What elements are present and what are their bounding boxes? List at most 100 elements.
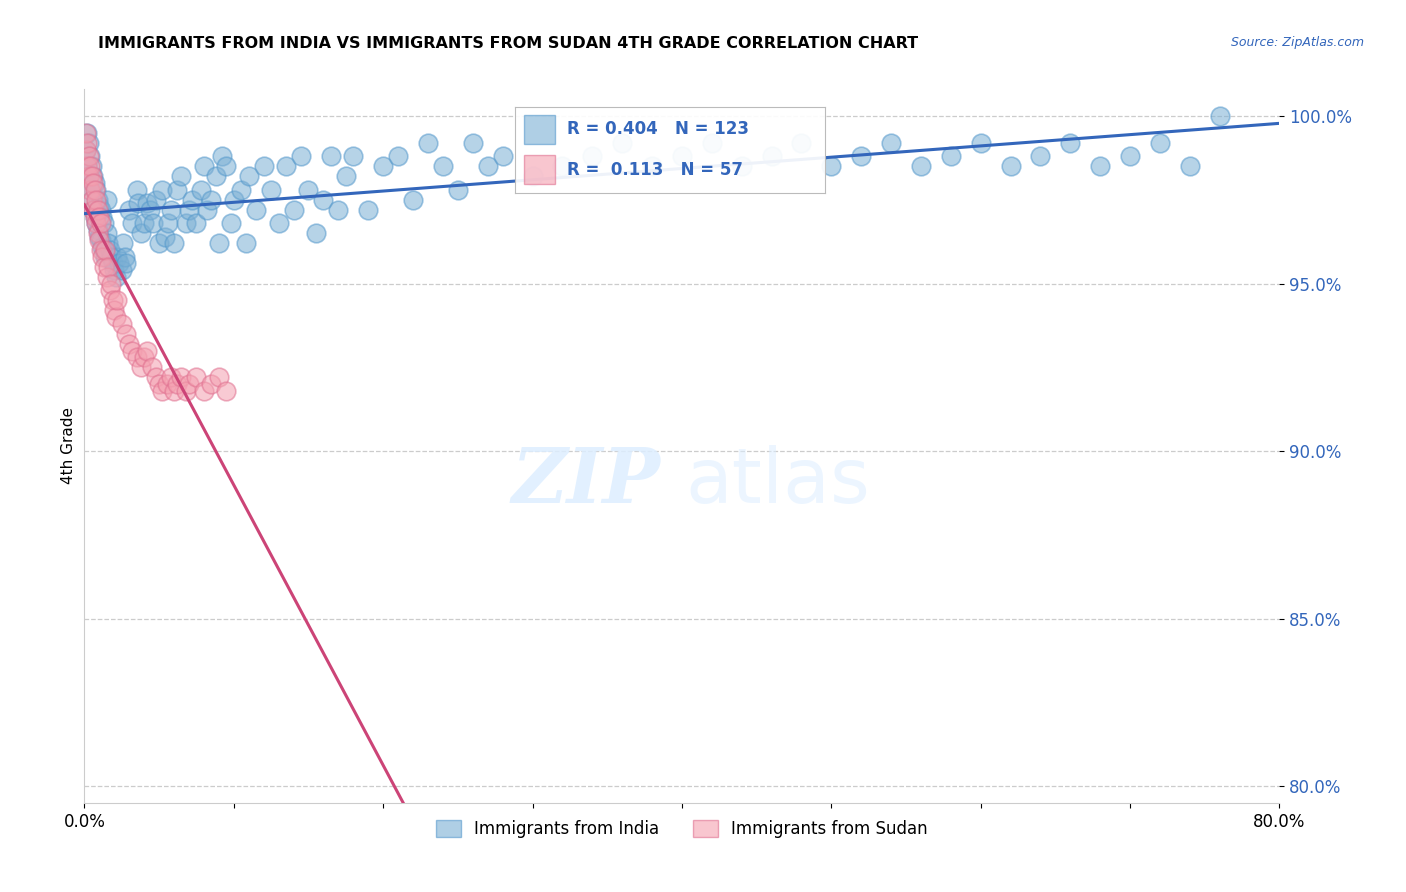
Point (90, 233, 112, 247)
Point (970, 136, 993, 150)
Point (139, 202, 162, 217)
Point (80, 169, 103, 184)
Point (700, 136, 723, 150)
Point (87, 202, 110, 217)
Point (132, 216, 156, 230)
Point (82, 169, 104, 184)
Point (79, 149, 101, 163)
Point (186, 370, 208, 384)
Point (83, 210, 105, 224)
Point (177, 377, 200, 392)
Point (290, 149, 312, 163)
Point (790, 136, 813, 150)
Point (163, 384, 186, 398)
Point (447, 183, 470, 197)
Point (89, 229, 111, 244)
Point (136, 343, 159, 358)
Point (77, 169, 100, 184)
Point (115, 326, 138, 341)
Point (75, 143, 97, 157)
Point (328, 202, 350, 217)
Point (208, 236, 231, 251)
Point (267, 216, 290, 230)
Point (141, 360, 163, 375)
Point (90, 243, 112, 257)
Point (87, 193, 110, 207)
Point (93, 216, 115, 230)
Point (132, 350, 156, 364)
Point (94, 243, 117, 257)
Point (319, 149, 342, 163)
Point (100, 250, 122, 264)
Point (83, 210, 105, 224)
Point (522, 169, 544, 184)
Point (121, 216, 143, 230)
Point (118, 202, 141, 217)
Point (297, 183, 319, 197)
Point (174, 216, 197, 230)
Point (1059, 136, 1081, 150)
Point (402, 193, 425, 207)
Point (193, 159, 215, 173)
Point (200, 377, 222, 392)
Point (211, 149, 233, 163)
Point (880, 136, 903, 150)
Point (82, 202, 104, 217)
Point (79, 183, 101, 197)
Point (112, 236, 135, 251)
Point (200, 193, 222, 207)
Point (82, 176, 104, 190)
Point (731, 159, 754, 173)
Point (86, 193, 108, 207)
Point (80, 159, 103, 173)
Point (77, 149, 100, 163)
Text: atlas: atlas (685, 445, 870, 518)
Point (76, 159, 98, 173)
Point (851, 149, 873, 163)
Point (90, 202, 112, 217)
Point (87, 223, 110, 237)
Point (87, 227, 110, 241)
Point (91, 210, 114, 224)
Point (145, 370, 167, 384)
Point (91, 250, 114, 264)
Point (492, 149, 515, 163)
Point (160, 370, 183, 384)
Point (305, 227, 328, 241)
Point (260, 183, 283, 197)
Point (253, 159, 276, 173)
Point (107, 256, 129, 270)
Point (142, 216, 165, 230)
Point (551, 159, 574, 173)
Point (477, 159, 499, 173)
Point (215, 384, 238, 398)
Point (1029, 149, 1052, 163)
Point (76, 159, 98, 173)
Point (105, 293, 128, 308)
Point (193, 384, 215, 398)
Point (160, 202, 183, 217)
Point (105, 250, 128, 264)
Point (75, 126, 97, 140)
Point (335, 169, 357, 184)
Point (86, 216, 108, 230)
Point (93, 260, 115, 274)
Point (208, 370, 231, 384)
Point (215, 159, 238, 173)
Point (79, 183, 101, 197)
Point (150, 183, 173, 197)
Point (125, 183, 148, 197)
Point (205, 169, 228, 184)
Point (153, 229, 176, 244)
Point (939, 149, 962, 163)
Point (195, 202, 218, 217)
Point (111, 263, 134, 277)
Point (80, 193, 103, 207)
Point (387, 149, 409, 163)
Point (761, 149, 783, 163)
Text: ZIP: ZIP (512, 445, 661, 518)
Point (231, 183, 253, 197)
Text: Source: ZipAtlas.com: Source: ZipAtlas.com (1230, 36, 1364, 49)
Point (129, 360, 152, 375)
Point (103, 303, 125, 318)
